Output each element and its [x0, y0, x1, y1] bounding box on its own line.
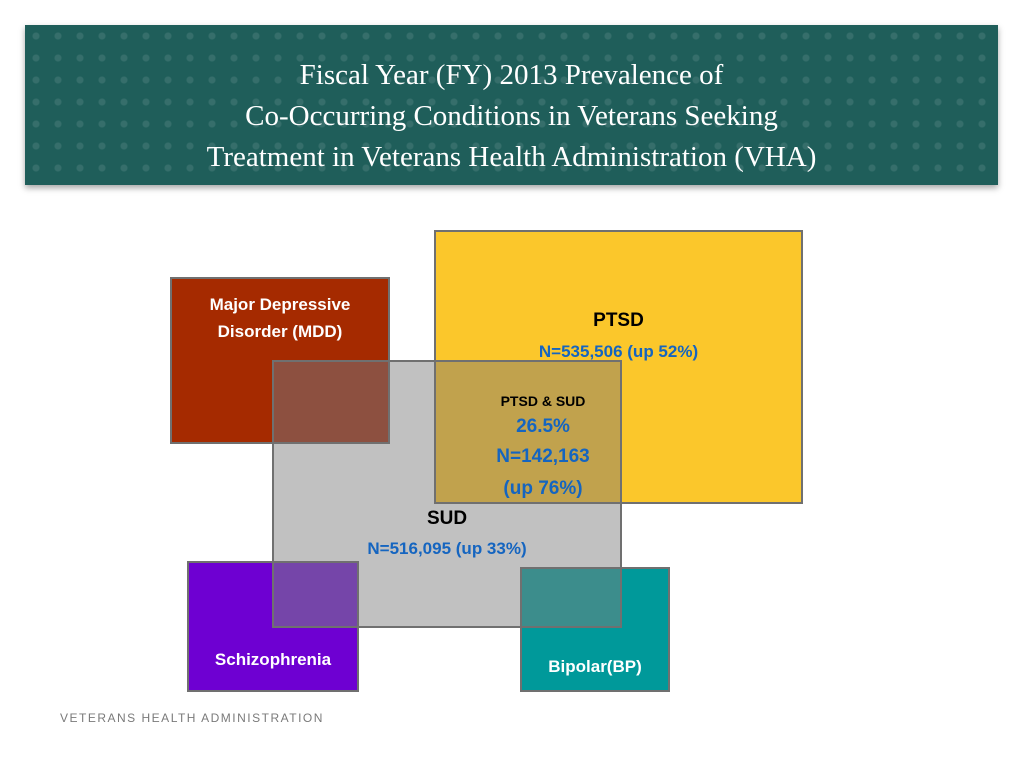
ptsd-count: N=535,506 (up 52%) [538, 342, 699, 361]
ptsd-sud-change: (up 76%) [503, 478, 583, 499]
ptsd-sud-label: PTSD & SUD [500, 393, 586, 409]
mdd-label-line-1: Major Depressive [209, 295, 351, 314]
mdd-label: Major Depressive Disorder (MDD) [170, 291, 390, 345]
ptsd-label: PTSD [593, 310, 644, 331]
sud-count: N=516,095 (up 33%) [367, 539, 527, 558]
mdd-sud-overlap [272, 360, 390, 444]
schizophrenia-sud-overlap [272, 561, 359, 628]
title-line-1: Fiscal Year (FY) 2013 Prevalence of [299, 59, 724, 91]
bipolar-label: Bipolar(BP) [548, 657, 642, 676]
title-banner: Fiscal Year (FY) 2013 Prevalence of Co-O… [25, 25, 998, 185]
slide-title: Fiscal Year (FY) 2013 Prevalence of Co-O… [25, 55, 998, 178]
schizophrenia-label: Schizophrenia [214, 650, 332, 669]
ptsd-sud-count: N=142,163 [496, 446, 590, 467]
sud-label: SUD [426, 508, 468, 529]
bipolar-sud-overlap [520, 567, 622, 628]
ptsd-sud-overlap [434, 360, 622, 504]
ptsd-sud-percent: 26.5% [516, 416, 570, 437]
footer-text: VETERANS HEALTH ADMINISTRATION [60, 711, 324, 725]
title-line-3: Treatment in Veterans Health Administrat… [206, 141, 817, 173]
mdd-label-line-2: Disorder (MDD) [217, 322, 343, 341]
title-line-2: Co-Occurring Conditions in Veterans Seek… [245, 100, 778, 132]
